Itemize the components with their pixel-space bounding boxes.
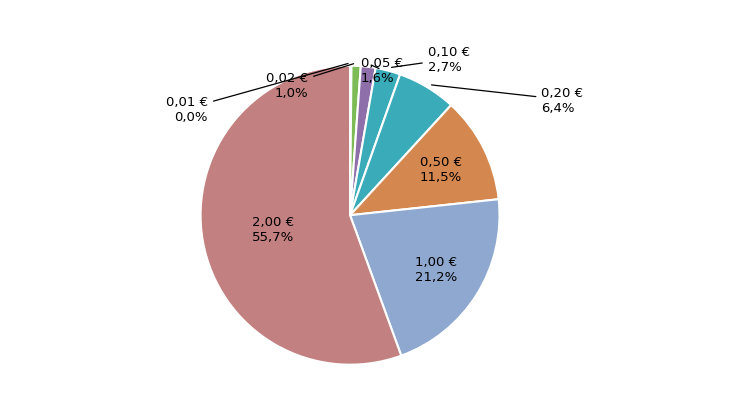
Text: 0,10 €
2,7%: 0,10 € 2,7%: [391, 46, 470, 74]
Text: 0,20 €
6,4%: 0,20 € 6,4%: [431, 86, 583, 114]
Wedge shape: [350, 69, 400, 216]
Text: 0,50 €
11,5%: 0,50 € 11,5%: [420, 156, 462, 184]
Wedge shape: [350, 67, 351, 216]
Wedge shape: [201, 67, 402, 365]
Wedge shape: [350, 75, 451, 216]
Text: 1,00 €
21,2%: 1,00 € 21,2%: [415, 255, 458, 283]
Wedge shape: [350, 106, 499, 216]
Text: 0,02 €
1,0%: 0,02 € 1,0%: [266, 65, 353, 99]
Wedge shape: [350, 67, 376, 216]
Wedge shape: [350, 67, 361, 216]
Wedge shape: [350, 200, 499, 356]
Text: 2,00 €
55,7%: 2,00 € 55,7%: [253, 215, 295, 243]
Text: 0,01 €
0,0%: 0,01 € 0,0%: [166, 64, 348, 123]
Text: 0,05 €
1,6%: 0,05 € 1,6%: [361, 56, 403, 85]
